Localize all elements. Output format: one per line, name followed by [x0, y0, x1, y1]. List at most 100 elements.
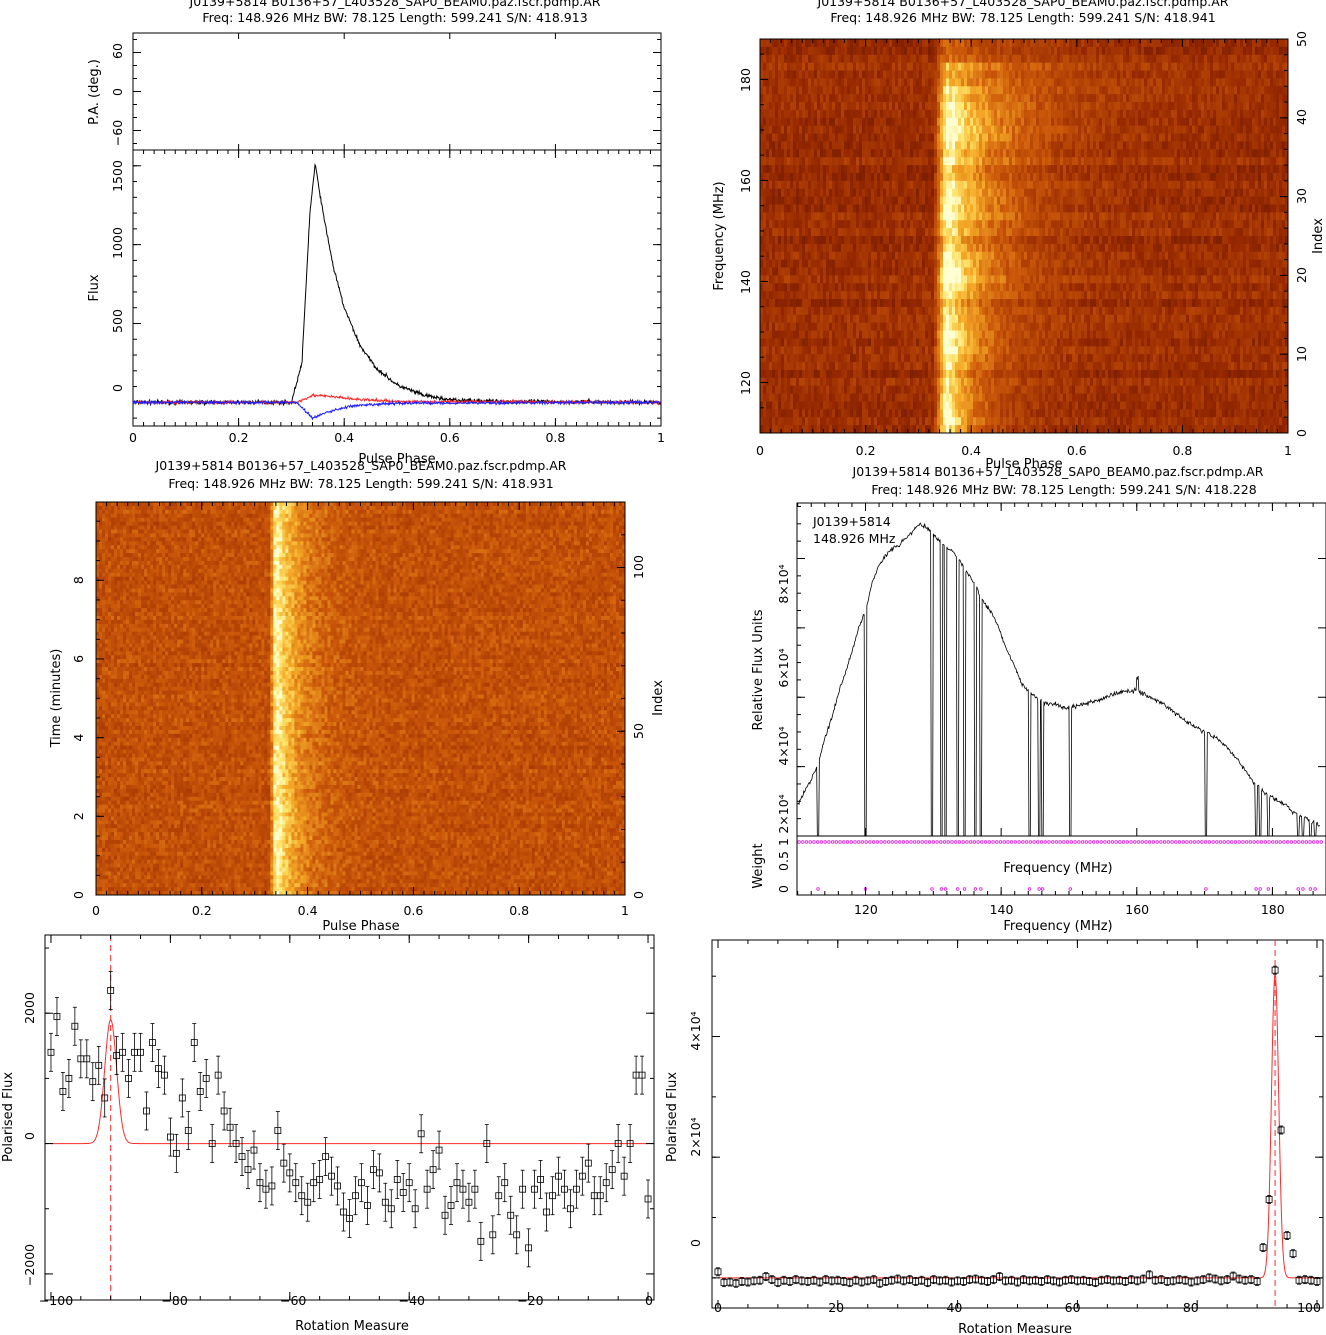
- freq-phase-cell: [1027, 236, 1031, 245]
- freq-phase-cell: [1147, 180, 1151, 190]
- freq-phase-cell: [1231, 165, 1235, 174]
- freq-phase-cell: [1114, 220, 1118, 229]
- freq-phase-cell: [1045, 62, 1049, 71]
- freq-phase-cell: [805, 78, 809, 87]
- freq-phase-cell: [1009, 62, 1013, 71]
- freq-phase-cell: [862, 102, 866, 111]
- freq-phase-cell: [1123, 54, 1127, 64]
- freq-phase-cell: [946, 149, 950, 158]
- freq-phase-cell: [1234, 212, 1238, 221]
- freq-phase-cell: [1216, 39, 1220, 48]
- freq-phase-cell: [868, 117, 872, 127]
- freq-phase-cell: [1051, 94, 1055, 103]
- freq-phase-cell: [1120, 117, 1124, 127]
- freq-phase-cell: [1090, 165, 1094, 174]
- freq-phase-cell: [805, 188, 809, 197]
- freq-phase-cell: [763, 39, 767, 48]
- freq-phase-cell: [796, 46, 800, 56]
- freq-phase-cell: [1000, 70, 1004, 79]
- freq-phase-cell: [877, 243, 881, 253]
- freq-phase-cell: [1063, 46, 1067, 56]
- freq-phase-cell: [1156, 243, 1160, 253]
- freq-phase-cell: [1027, 117, 1031, 127]
- freq-phase-cell: [1201, 196, 1205, 205]
- freq-phase-cell: [880, 180, 884, 190]
- freq-phase-cell: [1150, 117, 1154, 127]
- freq-phase-cell: [1249, 62, 1253, 71]
- freq-phase-cell: [1252, 133, 1256, 142]
- freq-phase-cell: [1234, 243, 1238, 253]
- freq-phase-cell: [1231, 94, 1235, 103]
- freq-phase-cell: [1015, 54, 1019, 64]
- freq-phase-cell: [931, 102, 935, 111]
- freq-phase-cell: [1204, 70, 1208, 79]
- freq-phase-cell: [1264, 46, 1268, 56]
- freq-phase-cell: [838, 196, 842, 205]
- freq-phase-cell: [781, 46, 785, 56]
- freq-phase-cell: [1033, 78, 1037, 87]
- freq-phase-cell: [811, 62, 815, 71]
- freq-phase-cell: [1174, 54, 1178, 64]
- freq-phase-cell: [1003, 243, 1007, 253]
- freq-phase-cell: [1165, 188, 1169, 197]
- freq-phase-cell: [1192, 102, 1196, 111]
- freq-phase-cell: [844, 172, 848, 182]
- freq-phase-cell: [1069, 196, 1073, 205]
- freq-phase-cell: [1195, 117, 1199, 127]
- freq-phase-cell: [922, 212, 926, 221]
- freq-phase-cell: [1261, 54, 1265, 64]
- freq-phase-cell: [1258, 109, 1262, 119]
- freq-phase-cell: [1000, 180, 1004, 190]
- freq-phase-cell: [883, 212, 887, 221]
- freq-phase-cell: [1042, 204, 1046, 213]
- freq-phase-cell: [1117, 157, 1121, 166]
- freq-phase-cell: [1096, 172, 1100, 182]
- freq-phase-cell: [1276, 157, 1280, 166]
- freq-phase-cell: [889, 70, 893, 79]
- freq-phase-cell: [790, 70, 794, 79]
- freq-phase-cell: [1180, 172, 1184, 182]
- freq-phase-cell: [1048, 109, 1052, 119]
- freq-phase-cell: [1138, 117, 1142, 127]
- freq-phase-cell: [910, 188, 914, 197]
- freq-phase-cell: [1204, 39, 1208, 48]
- freq-phase-cell: [952, 109, 956, 119]
- freq-phase-cell: [1126, 46, 1130, 56]
- freq-phase-cell: [919, 46, 923, 56]
- freq-phase-cell: [1141, 86, 1145, 95]
- freq-phase-cell: [1219, 62, 1223, 71]
- freq-phase-cell: [919, 141, 923, 150]
- freq-phase-cell: [931, 133, 935, 142]
- freq-phase-cell: [853, 62, 857, 71]
- freq-phase-cell: [925, 94, 929, 103]
- freq-phase-cell: [1144, 228, 1148, 237]
- freq-phase-cell: [823, 70, 827, 79]
- freq-phase-cell: [793, 70, 797, 79]
- freq-phase-cell: [1156, 70, 1160, 79]
- freq-phase-cell: [1063, 196, 1067, 205]
- freq-phase-cell: [1162, 94, 1166, 103]
- freq-phase-cell: [1219, 141, 1223, 150]
- freq-phase-cell: [1195, 220, 1199, 229]
- freq-phase-cell: [844, 149, 848, 158]
- freq-phase-cell: [961, 243, 965, 253]
- freq-phase-cell: [943, 172, 947, 182]
- freq-phase-cell: [1210, 196, 1214, 205]
- freq-phase-cell: [1135, 117, 1139, 127]
- freq-phase-cell: [1207, 188, 1211, 197]
- freq-phase-cell: [835, 94, 839, 103]
- freq-phase-cell: [1081, 102, 1085, 111]
- freq-phase-cell: [835, 46, 839, 56]
- freq-phase-cell: [1063, 228, 1067, 237]
- freq-phase-cell: [922, 228, 926, 237]
- freq-phase-cell: [877, 157, 881, 166]
- freq-phase-cell: [883, 133, 887, 142]
- freq-phase-cell: [904, 109, 908, 119]
- freq-phase-cell: [976, 149, 980, 158]
- freq-phase-cell: [1009, 39, 1013, 48]
- freq-phase-cell: [1150, 196, 1154, 205]
- freq-phase-cell: [1105, 109, 1109, 119]
- freq-phase-cell: [1153, 102, 1157, 111]
- freq-phase-cell: [1027, 196, 1031, 205]
- freq-phase-cell: [1045, 188, 1049, 197]
